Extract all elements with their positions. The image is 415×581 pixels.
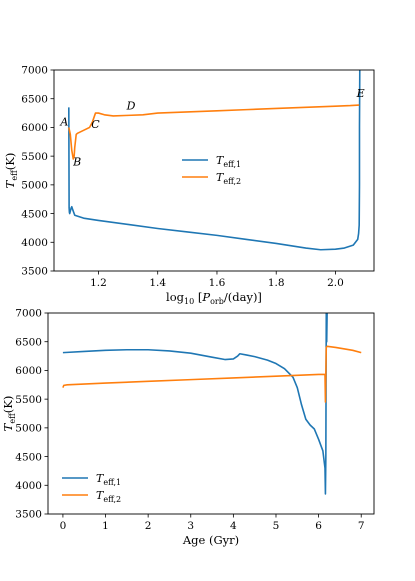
annotation-E: E xyxy=(356,87,365,100)
y-tick-label: 3500 xyxy=(21,266,48,278)
y-tick-label: 6000 xyxy=(21,122,48,134)
y-tick-label: 5500 xyxy=(21,151,48,163)
plot-frame xyxy=(47,312,375,515)
x-axis-label: log10 [Porb/(day)] xyxy=(166,290,262,306)
annotation-B: B xyxy=(72,155,81,168)
y-tick-label: 6000 xyxy=(15,365,42,377)
legend-entry-1: Teff,1 xyxy=(216,154,241,169)
series-line-2 xyxy=(68,104,360,160)
y-tick-label: 6500 xyxy=(15,336,42,348)
x-tick-label: 0 xyxy=(60,520,67,532)
legend-entry-2: Teff,2 xyxy=(216,171,241,186)
annotation-A: A xyxy=(59,116,68,129)
y-tick-label: 7000 xyxy=(21,65,48,77)
x-tick-label: 6 xyxy=(315,520,322,532)
y-tick-label: 4500 xyxy=(15,451,42,463)
y-tick-label: 3500 xyxy=(15,509,42,521)
y-tick-label: 7000 xyxy=(15,308,42,320)
legend-entry-1: Teff,1 xyxy=(96,472,121,487)
series-line-1 xyxy=(68,70,361,251)
x-tick-label: 2 xyxy=(145,520,152,532)
x-tick-label: 1.6 xyxy=(209,277,226,289)
x-axis-label: Age (Gyr) xyxy=(182,533,239,547)
y-tick-label: 5500 xyxy=(15,394,42,406)
annotation-C: C xyxy=(91,118,100,131)
x-tick-label: 3 xyxy=(187,520,194,532)
x-tick-label: 1.4 xyxy=(149,277,166,289)
chart-top: 3500 4000 4500 5000 5500 6000 6500 7000 1.2 1.4 1.… xyxy=(3,65,375,306)
series-line-1 xyxy=(62,313,328,495)
y-tick-label: 4500 xyxy=(21,208,48,220)
annotation-D: D xyxy=(126,100,136,113)
x-tick-label: 2.0 xyxy=(327,277,344,289)
x-tick-label: 1.8 xyxy=(268,277,285,289)
legend-entry-2: Teff,2 xyxy=(96,489,121,504)
y-axis-label: Teff(K) xyxy=(1,396,17,432)
series-line-2 xyxy=(62,345,362,403)
y-tick-label: 5000 xyxy=(15,423,42,435)
y-tick-label: 6500 xyxy=(21,93,48,105)
plot-frame xyxy=(53,69,375,272)
x-tick-label: 4 xyxy=(230,520,237,532)
chart-bottom: 3500 4000 4500 5000 5500 6000 6500 7000 0 1 2 3 4 5 6 7… xyxy=(1,308,375,547)
y-tick-label: 5000 xyxy=(21,180,48,192)
y-tick-label: 4000 xyxy=(15,480,42,492)
x-tick-label: 7 xyxy=(358,520,365,532)
y-axis-label: Teff(K) xyxy=(3,153,19,189)
x-tick-label: 1 xyxy=(102,520,109,532)
y-tick-label: 4000 xyxy=(21,237,48,249)
x-tick-label: 1.2 xyxy=(90,277,107,289)
x-tick-label: 5 xyxy=(273,520,280,532)
